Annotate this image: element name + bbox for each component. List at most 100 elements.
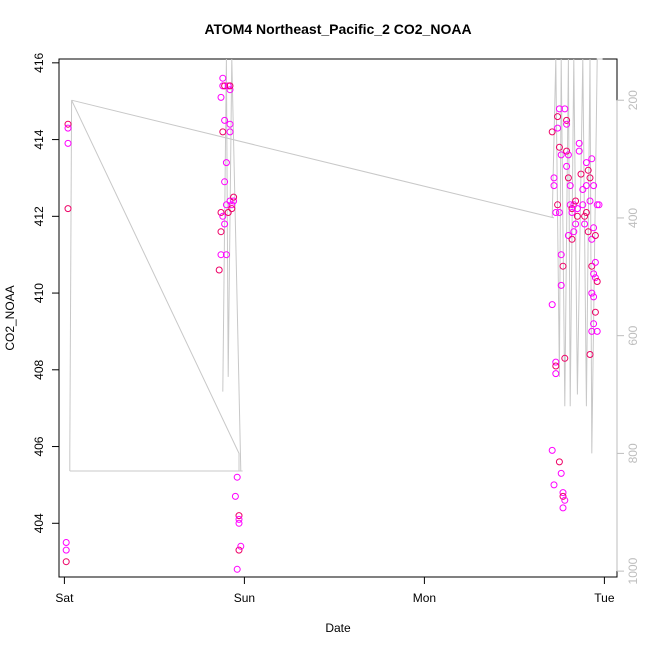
- data-point: [586, 174, 594, 182]
- data-point: [222, 159, 230, 167]
- data-point: [235, 512, 243, 520]
- altitude-segment-4: [71, 99, 555, 219]
- chart-title: ATOM4 Northeast_Pacific_2 CO2_NOAA: [204, 21, 471, 37]
- data-point: [64, 124, 72, 132]
- data-point: [564, 151, 572, 159]
- data-point: [582, 209, 590, 216]
- x-tick-label: Tue: [594, 591, 615, 605]
- data-point: [590, 224, 598, 232]
- y2-tick-label: 600: [626, 325, 640, 345]
- data-point: [221, 82, 229, 90]
- y2-tick-label: 400: [626, 208, 640, 228]
- data-point: [568, 205, 576, 213]
- data-point: [235, 546, 243, 554]
- data-point: [219, 128, 227, 136]
- data-point: [593, 278, 601, 285]
- data-point: [579, 186, 587, 193]
- y-tick-label: 408: [32, 359, 46, 379]
- data-point: [559, 262, 567, 270]
- data-point: [64, 139, 72, 147]
- data-point: [566, 182, 574, 190]
- y2-tick-label: 800: [626, 443, 640, 463]
- x-tick-label: Sun: [234, 591, 255, 605]
- data-point: [563, 120, 571, 128]
- data-point: [575, 147, 583, 155]
- data-point: [228, 201, 236, 209]
- data-point: [563, 162, 571, 170]
- data-point: [237, 542, 245, 550]
- data-point: [222, 251, 230, 259]
- data-point: [563, 147, 571, 155]
- data-point: [573, 205, 581, 213]
- data-point: [584, 228, 592, 236]
- data-point: [557, 469, 565, 477]
- data-point: [224, 209, 232, 216]
- data-point: [582, 182, 590, 190]
- data-point: [217, 228, 225, 236]
- data-point: [550, 481, 558, 489]
- data-point: [235, 515, 243, 523]
- data-point: [226, 197, 234, 205]
- data-point: [559, 504, 567, 512]
- data-point: [219, 74, 227, 82]
- data-point: [595, 201, 603, 209]
- data-point: [588, 327, 596, 335]
- data-point: [548, 128, 556, 136]
- data-point: [588, 262, 596, 270]
- data-point: [588, 289, 596, 297]
- plot-area-border: [58, 58, 618, 578]
- data-point: [230, 193, 238, 201]
- data-point: [233, 565, 241, 573]
- data-point: [552, 209, 560, 216]
- data-point: [557, 281, 565, 289]
- data-point: [221, 220, 229, 228]
- y-tick-label: 410: [32, 283, 46, 303]
- data-point: [559, 492, 567, 500]
- data-point: [62, 558, 70, 566]
- data-point: [568, 209, 576, 216]
- data-point: [554, 124, 562, 132]
- data-point: [64, 205, 72, 213]
- y-tick-label: 414: [32, 129, 46, 149]
- data-point: [554, 201, 562, 209]
- data-point: [231, 492, 239, 500]
- data-point: [64, 120, 72, 128]
- data-point: [557, 251, 565, 259]
- y2-tick-label: 200: [626, 90, 640, 110]
- data-point: [235, 519, 243, 527]
- data-point: [554, 113, 562, 121]
- y-axis: 404 406 408 410 412 414 416: [32, 53, 60, 533]
- data-point: [579, 201, 587, 209]
- data-point: [564, 174, 572, 182]
- altitude-segment-0: [69, 99, 240, 471]
- data-point: [590, 270, 598, 278]
- data-point: [559, 489, 567, 497]
- data-point: [573, 212, 581, 220]
- data-point: [226, 128, 234, 136]
- data-point: [226, 82, 234, 90]
- data-point: [219, 212, 227, 220]
- data-point: [62, 539, 70, 546]
- data-point: [230, 197, 238, 205]
- data-point: [557, 151, 565, 159]
- data-point: [221, 116, 229, 124]
- data-point: [555, 458, 563, 466]
- data-point: [591, 274, 599, 282]
- data-point: [217, 251, 225, 259]
- data-point: [570, 201, 578, 209]
- data-point: [586, 351, 594, 358]
- data-point: [591, 308, 599, 316]
- data-point: [590, 320, 598, 328]
- x-tick-label: Sat: [55, 591, 74, 605]
- co2-points: [62, 74, 603, 573]
- data-point: [555, 105, 563, 113]
- y-axis-label: CO2_NOAA: [3, 285, 17, 350]
- data-point: [226, 86, 234, 94]
- data-point: [552, 370, 560, 378]
- data-point: [581, 212, 589, 220]
- data-point: [552, 362, 560, 370]
- data-point: [591, 258, 599, 266]
- y-tick-label: 412: [32, 206, 46, 226]
- data-point: [217, 93, 225, 101]
